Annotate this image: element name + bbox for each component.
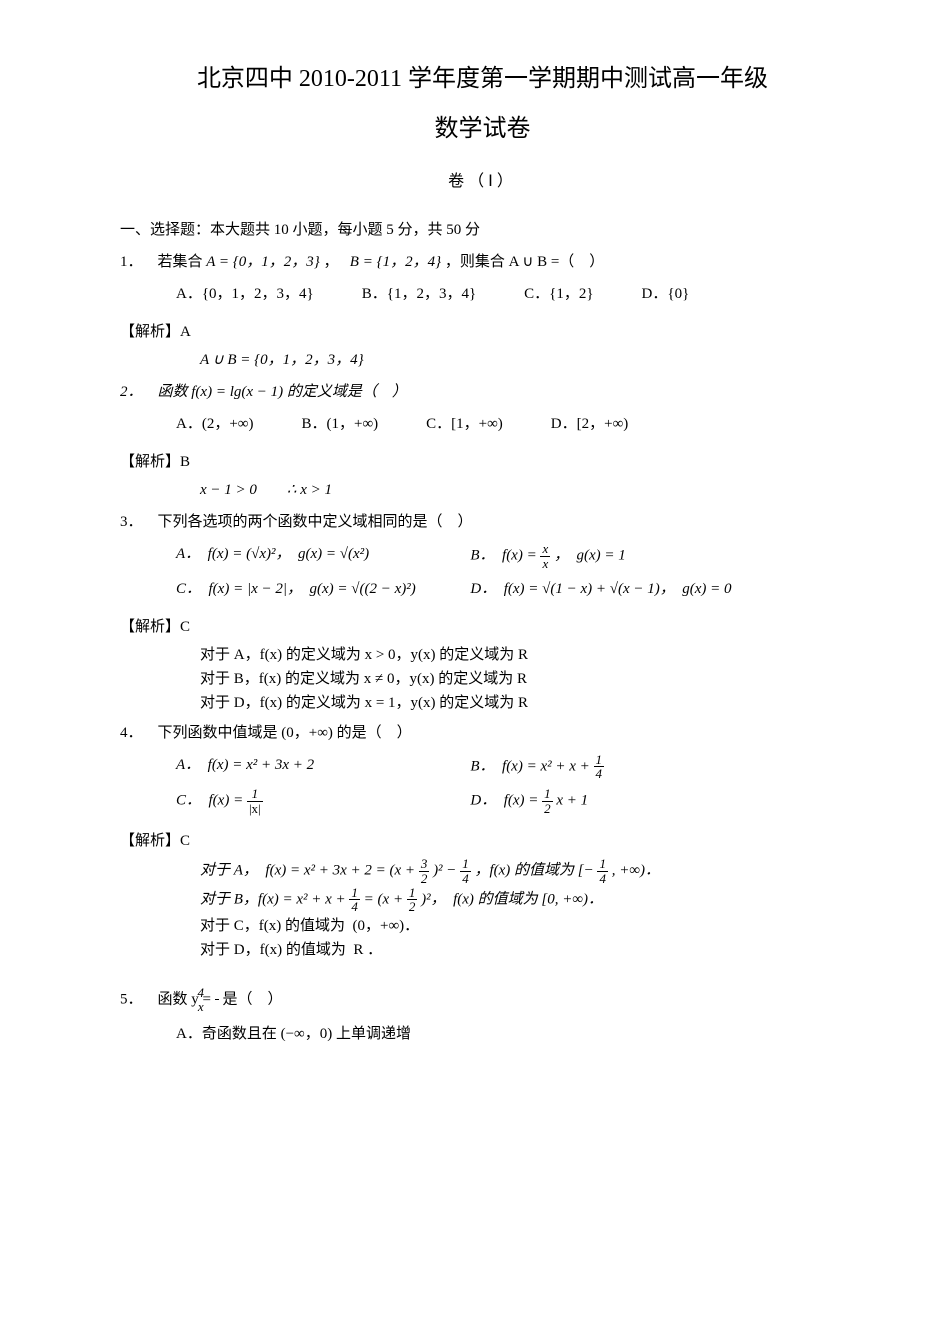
q1-optC: C．{1，2} — [524, 282, 593, 306]
q2-analysis-body: x − 1 > 0 ∴ x > 1 — [200, 478, 845, 502]
q4-optD-pre: D． f(x) = — [470, 793, 542, 809]
q2-optA: A．(2，+∞) — [176, 412, 253, 436]
q1-optA: A．{0，1，2，3，4} — [176, 282, 314, 306]
q4-anal-line2: 对于 B，f(x) = x² + x + 14 = (x + 12 )²， f(… — [200, 886, 845, 914]
frac-1-2-d: 12 — [542, 787, 553, 815]
q2-options: A．(2，+∞) B．(1，+∞) C．[1，+∞) D．[2，+∞) — [176, 412, 845, 442]
q4-optB: B． f(x) = x² + x + 14 — [470, 753, 764, 781]
frac-1-4-b: 14 — [594, 753, 605, 781]
q3-optB: B． f(x) = xx ， g(x) = 1 — [470, 542, 764, 570]
question-2: 2． 函数 f(x) = lg(x − 1) 的定义域是（ ） — [120, 380, 845, 404]
q4-anal-line3: 对于 C，f(x) 的值域为 (0，+∞)． — [200, 914, 845, 938]
frac-x-over-x: xx — [540, 542, 550, 570]
q3-anal-line1: 对于 A，f(x) 的定义域为 x > 0，y(x) 的定义域为 R — [200, 643, 845, 667]
q3-optD: D． f(x) = √(1 − x) + √(x − 1)， g(x) = 0 — [470, 577, 764, 601]
q3-analysis-label: 【解析】C — [120, 615, 845, 639]
q1-tail: ，则集合 A ∪ B =（ ） — [445, 254, 604, 270]
q1-setB: B = {1，2，4} — [350, 254, 441, 270]
q3-optA: A． f(x) = (√x)²， g(x) = √(x²) — [176, 542, 470, 570]
q4-optD-tail: x + 1 — [556, 793, 588, 809]
q5-optA: A．奇函数且在 (−∞，0) 上单调递增 — [176, 1022, 411, 1046]
q1-options: A．{0，1，2，3，4} B．{1，2，3，4} C．{1，2} D．{0} — [176, 282, 845, 312]
q2-optD: D．[2，+∞) — [551, 412, 628, 436]
q4-analysis-label: 【解析】C — [120, 829, 845, 853]
section-heading: 一、选择题：本大题共 10 小题，每小题 5 分，共 50 分 — [120, 218, 845, 242]
q3-options: A． f(x) = (√x)²， g(x) = √(x²) B． f(x) = … — [176, 542, 845, 606]
q4-options: A． f(x) = x² + 3x + 2 B． f(x) = x² + x +… — [176, 753, 845, 822]
q1-optB: B．{1，2，3，4} — [362, 282, 476, 306]
q3-optC: C． f(x) = |x − 2|， g(x) = √((2 − x)²) — [176, 577, 470, 601]
frac-1-absx: 1|x| — [247, 787, 263, 815]
q5-options: A．奇函数且在 (−∞，0) 上单调递增 — [176, 1022, 845, 1052]
q5-stem-tail: 是（ ） — [222, 991, 282, 1007]
question-1: 1． 若集合 A = {0，1，2，3} ， B = {1，2，4} ，则集合 … — [120, 250, 845, 274]
q3-anal-line2: 对于 B，f(x) 的定义域为 x ≠ 0，y(x) 的定义域为 R — [200, 667, 845, 691]
q2-optB: B．(1，+∞) — [301, 412, 378, 436]
q1-analysis-label: 【解析】A — [120, 320, 845, 344]
question-4: 4． 下列函数中值域是 (0，+∞) 的是（ ） — [120, 721, 845, 745]
q4-optC: C． f(x) = 1|x| — [176, 787, 470, 815]
q1-analysis-body: A ∪ B = {0，1，2，3，4} — [200, 348, 845, 372]
q1-optD: D．{0} — [642, 282, 690, 306]
q4-optD: D． f(x) = 12 x + 1 — [470, 787, 764, 815]
volume-label: 卷（Ⅰ） — [120, 169, 845, 195]
question-3: 3． 下列各选项的两个函数中定义域相同的是（ ） — [120, 510, 845, 534]
q2-stem: 2． 函数 f(x) = lg(x − 1) 的定义域是（ ） — [120, 384, 407, 400]
page-subtitle: 数学试卷 — [120, 110, 845, 148]
q4-anal-line4: 对于 D，f(x) 的值域为 R ． — [200, 938, 845, 962]
q1-mid: ， — [324, 254, 347, 270]
q3-anal-line3: 对于 D，f(x) 的定义域为 x = 1，y(x) 的定义域为 R — [200, 691, 845, 715]
frac-4-x: 4x — [215, 986, 219, 1014]
q4-optA: A． f(x) = x² + 3x + 2 — [176, 753, 470, 781]
q3-optB-tail: ， g(x) = 1 — [554, 548, 626, 564]
q2-analysis-label: 【解析】B — [120, 450, 845, 474]
q3-optB-pre: B． f(x) = — [470, 548, 540, 564]
q2-optC: C．[1，+∞) — [426, 412, 503, 436]
q1-stem-pre: 1． 若集合 — [120, 254, 206, 270]
q1-setA: A = {0，1，2，3} — [206, 254, 320, 270]
q4-optB-pre: B． f(x) = x² + x + — [470, 758, 593, 774]
q4-optC-pre: C． f(x) = — [176, 793, 247, 809]
question-5: 5． 函数 y = 4x 是（ ） — [120, 986, 845, 1014]
q4-anal-line1: 对于 A， f(x) = x² + 3x + 2 = (x + 32 )² − … — [200, 857, 845, 885]
page-title: 北京四中 2010-2011 学年度第一学期期中测试高一年级 — [120, 60, 845, 98]
